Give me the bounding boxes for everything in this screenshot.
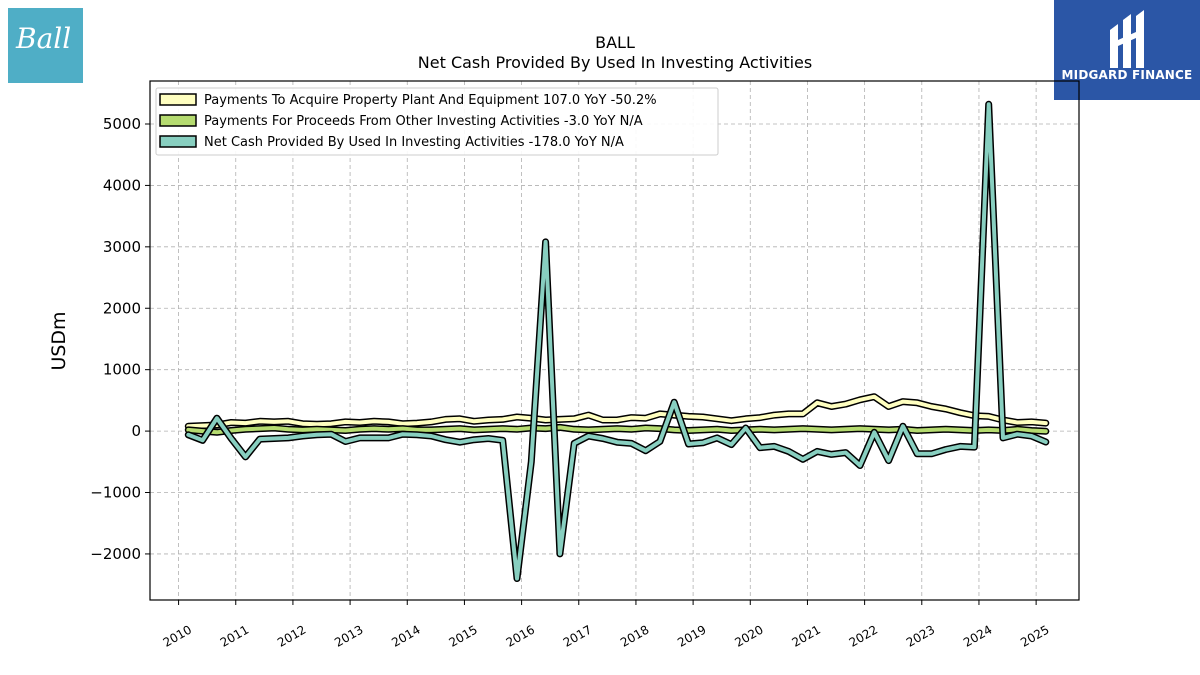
x-axis-ticks: 2010 2011 2012 2013 2014 2015 2016 2017 2018 2019… xyxy=(161,600,1052,650)
x-tick-label: 2019 xyxy=(675,622,708,649)
x-tick-label: 2022 xyxy=(847,622,880,649)
y-tick-label: 2000 xyxy=(103,299,141,317)
y-tick-label: 0 xyxy=(131,422,141,440)
legend-label-3: Net Cash Provided By Used In Investing A… xyxy=(204,135,624,150)
midgard-mark-icon xyxy=(1110,10,1144,68)
chart-title: BALL xyxy=(595,33,635,52)
series-line-3 xyxy=(186,102,1048,581)
y-axis-label: USDm xyxy=(48,311,70,370)
series-outline-3 xyxy=(184,100,1050,582)
x-tick-label: 2018 xyxy=(618,622,651,649)
plot-frame xyxy=(149,80,1080,601)
y-tick-label: −1000 xyxy=(90,484,141,502)
legend-box xyxy=(155,87,719,156)
x-tick-label: 2015 xyxy=(446,622,479,649)
y-tick-label: 3000 xyxy=(103,238,141,256)
x-tick-label: 2024 xyxy=(961,622,994,649)
x-tick-label: 2010 xyxy=(161,622,194,649)
x-tick-label: 2016 xyxy=(504,622,537,649)
midgard-brand-text: MIDGARD FINANCE xyxy=(1061,68,1193,82)
series-line-1 xyxy=(186,394,1048,429)
midgard-finance-logo: MIDGARD FINANCE xyxy=(1054,0,1200,100)
x-tick-label: 2017 xyxy=(561,622,594,649)
x-tick-label: 2025 xyxy=(1018,622,1051,649)
x-tick-label: 2021 xyxy=(789,622,822,649)
x-tick-label: 2011 xyxy=(218,622,251,649)
legend-label-1: Payments To Acquire Property Plant And E… xyxy=(204,93,657,108)
y-tick-label: 5000 xyxy=(103,115,141,133)
y-tick-label: −2000 xyxy=(90,545,141,563)
y-tick-label: 4000 xyxy=(103,176,141,194)
ball-logo-text: Ball xyxy=(16,22,72,55)
x-tick-label: 2023 xyxy=(904,622,937,649)
grid-lines xyxy=(150,81,1079,600)
y-tick-label: 1000 xyxy=(103,361,141,379)
legend-swatch-1 xyxy=(159,93,197,106)
chart-subtitle: Net Cash Provided By Used In Investing A… xyxy=(418,53,812,72)
x-tick-label: 2012 xyxy=(275,622,308,649)
x-tick-label: 2014 xyxy=(389,622,422,649)
series-lines xyxy=(184,100,1050,582)
legend-label-2: Payments For Proceeds From Other Investi… xyxy=(204,114,643,129)
ball-logo: Ball xyxy=(8,8,83,83)
y-axis-ticks: −2000 −1000 0 1000 2000 3000 4000 5000 xyxy=(90,115,150,563)
legend: Payments To Acquire Property Plant And E… xyxy=(155,87,719,156)
x-tick-label: 2020 xyxy=(732,622,765,649)
legend-swatch-2 xyxy=(159,114,197,127)
x-tick-label: 2013 xyxy=(332,622,365,649)
legend-swatch-3 xyxy=(159,135,197,148)
